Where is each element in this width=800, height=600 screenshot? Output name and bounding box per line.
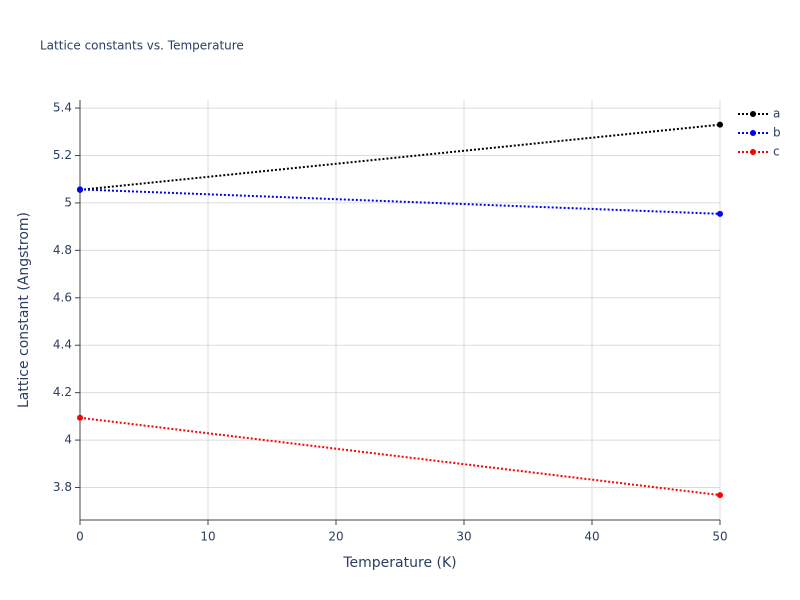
marker: [77, 186, 83, 193]
series-line: [79, 416, 721, 497]
series-line: [79, 188, 721, 215]
marker: [77, 414, 83, 421]
marker: [717, 492, 723, 499]
y-tick-label: 4.8: [53, 243, 72, 257]
x-tick-label: 10: [200, 530, 215, 544]
y-tick-label: 4.6: [53, 290, 72, 304]
y-tick-label: 5.4: [53, 101, 72, 115]
legend-label: b: [773, 126, 781, 140]
x-axis-title: Temperature (K): [342, 555, 456, 571]
y-tick-label: 4.2: [53, 385, 72, 399]
legend-label: c: [773, 145, 780, 159]
chart-title: Lattice constants vs. Temperature: [40, 39, 244, 53]
legend-marker: [750, 130, 756, 136]
x-tick-label: 50: [712, 530, 727, 544]
marker: [717, 210, 723, 217]
x-tick-label: 30: [456, 530, 471, 544]
x-tick-label: 20: [328, 530, 343, 544]
y-tick-label: 3.8: [53, 480, 72, 494]
y-tick-label: 5: [64, 195, 72, 209]
y-tick-label: 5.2: [53, 148, 72, 162]
legend-marker: [750, 149, 756, 155]
x-tick-label: 0: [76, 530, 84, 544]
y-tick-label: 4.4: [53, 338, 72, 352]
series-line: [79, 123, 721, 191]
marker: [717, 121, 723, 128]
legend-label: a: [773, 107, 780, 121]
x-tick-label: 40: [584, 530, 599, 544]
y-axis-title: Lattice constant (Angstrom): [16, 212, 32, 408]
legend-marker: [750, 111, 756, 117]
y-tick-label: 4: [64, 433, 72, 447]
